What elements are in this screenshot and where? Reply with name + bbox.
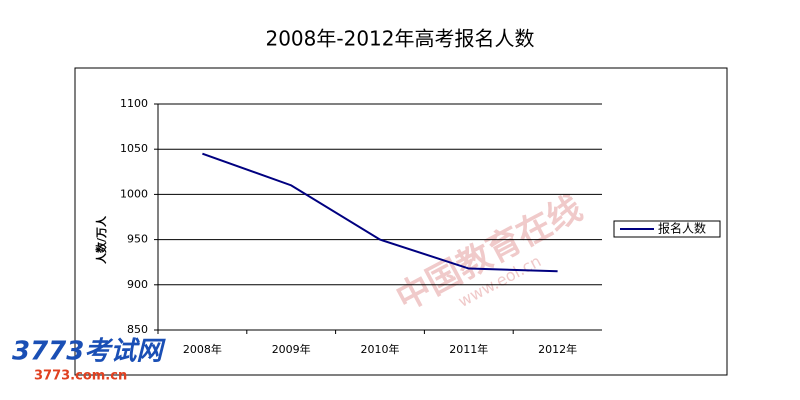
- y-tick-label: 1100: [120, 97, 148, 110]
- y-tick-label: 900: [127, 278, 148, 291]
- x-tick-label: 2011年: [449, 342, 488, 356]
- y-tick-label: 1050: [120, 142, 148, 155]
- x-tick-label: 2009年: [272, 342, 311, 356]
- legend: [613, 220, 721, 238]
- series-line: [202, 152, 558, 273]
- x-tick-label: 2010年: [361, 342, 400, 356]
- chart-frame: [74, 67, 728, 376]
- y-axis-label: 人数/万人: [94, 215, 108, 264]
- watermark: 3773考试网: [12, 337, 166, 367]
- chart-title: 2008年-2012年高考报名人数: [265, 27, 534, 51]
- x-tick-label: 2008年: [183, 342, 222, 356]
- y-tick-label: 950: [127, 233, 148, 246]
- x-tick-label: 2012年: [538, 342, 577, 356]
- y-tick-label: 850: [127, 323, 148, 336]
- watermark: 3773.com.cn: [34, 369, 127, 384]
- legend-label: 报名人数: [658, 221, 706, 236]
- y-tick-label: 1000: [120, 187, 148, 200]
- watermark: 中国教育在线: [390, 188, 589, 319]
